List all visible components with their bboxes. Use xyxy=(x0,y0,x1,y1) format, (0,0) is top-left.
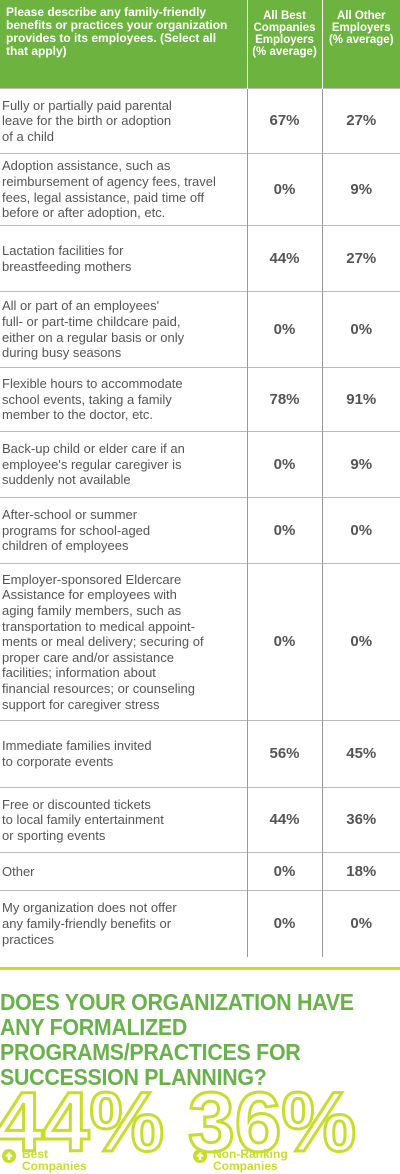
percent-cell: 9% xyxy=(321,153,400,226)
percent-cell: 44% xyxy=(246,225,322,292)
percent-cell: 0% xyxy=(321,291,400,368)
benefit-text: Employer-sponsored Eldercare Assistance … xyxy=(0,563,247,721)
percent-cell: 56% xyxy=(246,720,322,788)
percent-cell: 0% xyxy=(246,431,322,498)
benefit-text: After-school or summer programs for scho… xyxy=(0,497,247,564)
table-row: My organization does not offer any famil… xyxy=(0,890,400,957)
percent-cell: 27% xyxy=(321,88,400,154)
header-row: Please describe any family-friendly bene… xyxy=(0,0,400,89)
stat-label: Best Companies xyxy=(22,1147,87,1173)
benefit-text: My organization does not offer any famil… xyxy=(0,890,247,957)
table-row: Immediate families invited to corporate … xyxy=(0,720,400,788)
arrow-icon xyxy=(2,1149,16,1163)
table-row: Other 0% 18% xyxy=(0,852,400,891)
stat-label: Non-Ranking Companies xyxy=(213,1147,288,1173)
percent-cell: 0% xyxy=(321,563,400,721)
percent-cell: 0% xyxy=(246,291,322,368)
arrow-icon xyxy=(193,1149,207,1163)
benefit-text: Back-up child or elder care if an employ… xyxy=(0,431,247,498)
percent-cell: 36% xyxy=(321,787,400,853)
benefit-text: Flexible hours to accommodate school eve… xyxy=(0,367,247,432)
benefit-text: All or part of an employees' full- or pa… xyxy=(0,291,247,368)
percent-cell: 0% xyxy=(246,563,322,721)
section-title: DOES YOUR ORGANIZATION HAVE ANY FORMALIZ… xyxy=(0,989,354,1090)
table-row: Back-up child or elder care if an employ… xyxy=(0,431,400,498)
table-row: Fully or partially paid parental leave f… xyxy=(0,88,400,154)
table-body: Fully or partially paid parental leave f… xyxy=(0,88,400,957)
benefit-text: Fully or partially paid parental leave f… xyxy=(0,88,247,154)
percent-cell: 0% xyxy=(246,852,322,891)
divider xyxy=(0,967,400,970)
stat-value: 36% xyxy=(186,1075,357,1169)
table-row: All or part of an employees' full- or pa… xyxy=(0,291,400,368)
benefits-table: Please describe any family-friendly bene… xyxy=(0,0,400,957)
percent-cell: 0% xyxy=(246,497,322,564)
table-row: Employer-sponsored Eldercare Assistance … xyxy=(0,563,400,721)
stat-value: 44% xyxy=(0,1075,166,1169)
percent-cell: 45% xyxy=(321,720,400,788)
percent-cell: 0% xyxy=(246,153,322,226)
header-question: Please describe any family-friendly bene… xyxy=(0,0,247,89)
header-col: All Best Companies Employers (% average) xyxy=(246,0,322,89)
percent-cell: 67% xyxy=(246,88,322,154)
benefit-text: Lactation facilities for breastfeeding m… xyxy=(0,225,247,292)
percent-cell: 78% xyxy=(246,367,322,432)
header-col: All Other Employers (% average) xyxy=(321,0,400,89)
percent-cell: 44% xyxy=(246,787,322,853)
benefit-text: Adoption assistance, such as reimburseme… xyxy=(0,153,247,226)
table-row: Adoption assistance, such as reimburseme… xyxy=(0,153,400,226)
benefit-text: Immediate families invited to corporate … xyxy=(0,720,247,788)
benefit-text: Other xyxy=(0,852,247,891)
benefit-text: Free or discounted tickets to local fami… xyxy=(0,787,247,853)
percent-cell: 0% xyxy=(321,890,400,957)
percent-cell: 0% xyxy=(321,497,400,564)
table-row: Free or discounted tickets to local fami… xyxy=(0,787,400,853)
percent-cell: 18% xyxy=(321,852,400,891)
percent-cell: 9% xyxy=(321,431,400,498)
table-row: Flexible hours to accommodate school eve… xyxy=(0,367,400,432)
percent-cell: 0% xyxy=(246,890,322,957)
table-row: Lactation facilities for breastfeeding m… xyxy=(0,225,400,292)
table-row: After-school or summer programs for scho… xyxy=(0,497,400,564)
percent-cell: 27% xyxy=(321,225,400,292)
percent-cell: 91% xyxy=(321,367,400,432)
